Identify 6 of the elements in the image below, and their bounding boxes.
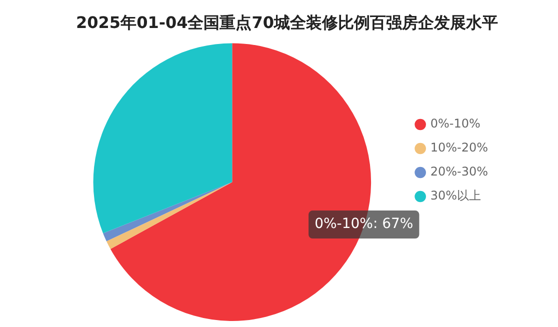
data-label: 0%-10%: 67% <box>314 216 414 232</box>
legend-label: 0%-10% <box>430 116 480 131</box>
chart-title: 2025年01-04全国重点70城全装修比例百强房企发展水平 <box>76 12 498 32</box>
legend-label: 10%-20% <box>430 140 488 155</box>
legend-label: 30%以上 <box>430 188 481 203</box>
legend-label: 20%-30% <box>430 164 488 179</box>
